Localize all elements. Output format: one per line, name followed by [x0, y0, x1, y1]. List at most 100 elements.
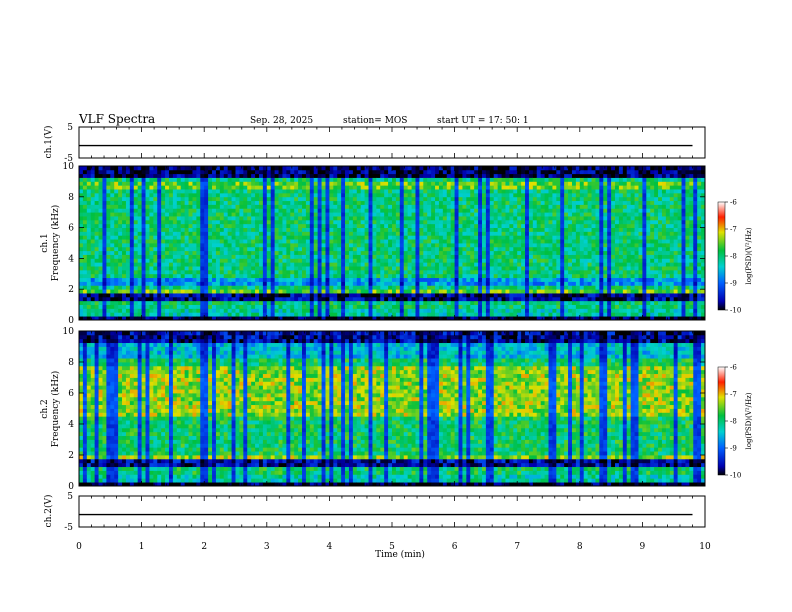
p1-pixel: [497, 250, 502, 255]
p1-pixel: [188, 196, 193, 202]
p1-pixel: [247, 185, 252, 190]
p1-pixel: [258, 185, 264, 190]
p1-pixel: [321, 185, 326, 190]
p1-pixel: [106, 254, 111, 259]
p1-pixel: [129, 250, 135, 255]
p1-pixel: [200, 208, 205, 213]
p1-pixel: [321, 196, 326, 202]
p1-pixel: [94, 258, 99, 263]
p1-pixel: [137, 316, 142, 321]
p1-pixel: [165, 200, 170, 205]
p1-pixel: [290, 185, 295, 190]
p1-pixel: [266, 227, 272, 232]
p1-pixel: [481, 185, 487, 190]
p1-pixel: [114, 296, 119, 302]
p1-pixel: [110, 204, 115, 209]
p1-pixel: [188, 189, 193, 194]
p1-pixel: [227, 273, 232, 279]
p1-pixel: [141, 200, 146, 205]
p1-pixel: [208, 208, 213, 213]
p1-pixel: [212, 196, 217, 202]
p1-pixel: [392, 227, 397, 232]
p1-pixel: [118, 212, 123, 217]
p1-pixel: [454, 296, 459, 302]
p1-pixel: [266, 269, 272, 275]
p1-pixel: [360, 316, 366, 321]
p1-pixel: [360, 173, 366, 178]
p1-pixel: [517, 196, 522, 202]
p1-pixel: [192, 177, 197, 182]
p1-pixel: [141, 235, 146, 240]
p1-pixel: [192, 269, 197, 275]
p1-pixel: [251, 312, 256, 317]
p1-pixel: [505, 300, 510, 305]
p1-pixel: [165, 185, 170, 190]
p1-pixel: [399, 273, 405, 279]
p1-pixel: [122, 181, 127, 186]
p1-pixel: [184, 173, 189, 178]
p1-pixel: [501, 192, 506, 198]
p1-pixel: [321, 258, 326, 263]
p1-pixel: [192, 173, 197, 178]
p1-pixel: [446, 262, 452, 267]
p1-pixel: [317, 308, 322, 313]
p1-pixel: [442, 250, 448, 255]
p1-pixel: [204, 316, 209, 321]
p1-pixel: [548, 266, 553, 271]
p1-pixel: [258, 269, 264, 275]
p1-pixel: [212, 300, 217, 305]
p1-pixel: [337, 273, 342, 279]
p1-pixel: [149, 235, 154, 240]
p1-pixel: [517, 308, 522, 313]
p1-pixel: [341, 254, 346, 259]
p1-pixel: [219, 308, 225, 313]
p1-pixel: [161, 200, 166, 205]
p1-pixel: [380, 304, 385, 309]
p1-pixel: [102, 227, 107, 232]
p1-pixel: [129, 304, 135, 309]
p1-pixel: [200, 296, 205, 302]
p1-pixel: [125, 266, 131, 271]
p1-pixel: [168, 250, 174, 255]
p1-pixel: [251, 219, 256, 225]
p1-pixel: [298, 308, 303, 313]
p1-pixel: [110, 200, 115, 205]
p1-pixel: [403, 227, 409, 232]
p1-pixel: [513, 300, 518, 305]
p1-pixel: [262, 185, 268, 190]
p1-pixel: [454, 243, 459, 248]
p1-pixel: [118, 289, 123, 294]
p1-pixel: [94, 273, 99, 279]
p1-pixel: [157, 231, 162, 236]
p1-pixel: [544, 269, 549, 275]
p1-pixel: [243, 281, 248, 286]
p1-pixel: [474, 216, 479, 221]
p1-pixel: [270, 239, 276, 244]
p1-pixel: [544, 262, 549, 267]
p1-pixel: [364, 235, 369, 240]
p1-pixel: [145, 177, 150, 182]
p1-pixel: [360, 277, 366, 282]
p1-pixel: [532, 250, 538, 255]
p1-pixel: [399, 266, 405, 271]
p1-pixel: [505, 243, 510, 248]
p1-pixel: [278, 196, 283, 202]
p1-pixel: [399, 277, 405, 282]
p1-pixel: [102, 223, 107, 228]
p1-pixel: [337, 166, 342, 171]
p1-pixel: [341, 243, 346, 248]
p1-pixel: [352, 223, 358, 228]
p1-pixel: [356, 196, 362, 202]
p1-pixel: [356, 296, 362, 302]
p1-pixel: [470, 250, 475, 255]
p1-pixel: [79, 177, 84, 182]
p1-pixel: [286, 304, 291, 309]
p1-pixel: [223, 216, 229, 221]
p1-pixel: [540, 212, 545, 217]
p1-pixel: [94, 250, 99, 255]
p1-pixel: [395, 208, 401, 213]
p1-pixel: [442, 266, 448, 271]
p1-pixel: [450, 250, 455, 255]
p1-pixel: [376, 189, 381, 194]
p1-pixel: [125, 216, 131, 221]
